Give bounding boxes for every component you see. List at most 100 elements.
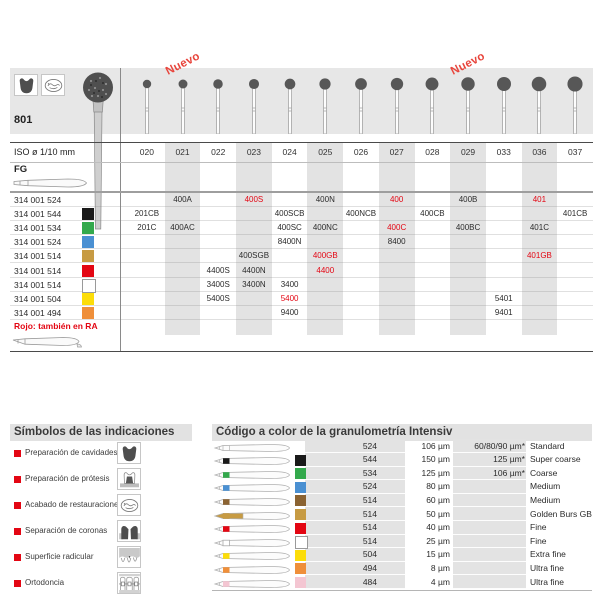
product-number-cell: 401CB bbox=[562, 209, 588, 219]
granulometry-bur-illustration bbox=[213, 563, 297, 575]
table-bottom-line bbox=[10, 351, 593, 352]
product-number-cell: 5401 bbox=[494, 293, 513, 303]
bur-illustration-021 bbox=[173, 72, 193, 135]
granulometry-row: 504 15 µm Extra fine bbox=[212, 548, 592, 562]
bur-illustration-036 bbox=[529, 72, 549, 135]
grit-code: 514 bbox=[362, 508, 377, 519]
grit-extra-size: 106 µm* bbox=[493, 467, 525, 478]
grit-code: 514 bbox=[362, 494, 377, 505]
grit-size: 40 µm bbox=[426, 522, 450, 533]
size-col-026: 026 bbox=[353, 147, 369, 157]
product-number-cell: 400SC bbox=[277, 223, 302, 233]
grit-color-square-yellow bbox=[295, 549, 306, 561]
size-col-037: 037 bbox=[568, 147, 583, 157]
product-number-cell: 400NCB bbox=[345, 209, 377, 219]
product-row: 314 001 514 4400S 4400N 4400 bbox=[10, 264, 593, 278]
prosthesis-prep-icon bbox=[117, 468, 141, 490]
bur-illustration-025 bbox=[315, 72, 335, 135]
grit-code: 524 bbox=[362, 481, 377, 492]
product-row: 314 001 514 3400S 3400N 3400 bbox=[10, 278, 593, 293]
size-col-020: 020 bbox=[139, 147, 154, 157]
restoration-finishing-icon bbox=[117, 494, 141, 516]
product-number-cell: 8400 bbox=[387, 237, 406, 247]
grit-name: Standard bbox=[530, 440, 565, 451]
grit-color-square-green bbox=[82, 222, 94, 235]
bur-illustration-020 bbox=[137, 72, 157, 135]
size-col-028: 028 bbox=[425, 147, 440, 157]
bur-illustration-022 bbox=[208, 72, 228, 135]
grit-code: 504 bbox=[362, 549, 377, 560]
grit-name: Coarse bbox=[530, 467, 558, 478]
product-row: 314 001 534 201C 400AC 400SC 400NC 400C 400BC 4… bbox=[10, 221, 593, 236]
bur-illustration-023 bbox=[244, 72, 264, 135]
rows-top-line bbox=[10, 191, 593, 193]
product-number-cell: 8400N bbox=[277, 237, 302, 247]
grit-size: 25 µm bbox=[426, 535, 450, 546]
symbol-label: Ortodoncia bbox=[25, 578, 65, 587]
product-number-cell: 3400N bbox=[242, 279, 266, 289]
symbol-item: Superficie radicular bbox=[0, 546, 200, 572]
product-number-cell: 400SGB bbox=[238, 251, 270, 261]
grit-code: 534 bbox=[362, 467, 377, 478]
product-number-cell: 4400S bbox=[206, 265, 230, 275]
grit-code: 524 bbox=[362, 440, 377, 451]
product-row: 314 001 504 5400S 5400 5401 bbox=[10, 292, 593, 306]
symbol-item: Preparación de prótesis bbox=[0, 468, 200, 494]
grit-size: 60 µm bbox=[426, 494, 450, 505]
product-number-cell: 9400 bbox=[280, 307, 299, 317]
symbols-list: Preparación de cavidades Preparación de p… bbox=[0, 442, 210, 600]
bur-illustration-033 bbox=[494, 72, 514, 135]
bur-illustration-028 bbox=[422, 72, 442, 135]
product-code: 314 001 494 bbox=[14, 307, 62, 318]
granulometry-bur-illustration bbox=[213, 536, 297, 548]
size-col-036: 036 bbox=[532, 147, 547, 157]
granulometry-extra-band bbox=[453, 439, 526, 589]
grit-size: 106 µm bbox=[421, 440, 450, 451]
grit-name: Golden Burs GB bbox=[530, 508, 592, 519]
symbol-bullet bbox=[14, 450, 21, 457]
grit-name: Ultra fine bbox=[530, 576, 565, 587]
size-col-021: 021 bbox=[175, 147, 190, 157]
grit-code: 544 bbox=[362, 454, 377, 465]
product-number-cell: 4400N bbox=[242, 265, 266, 275]
grit-size: 8 µm bbox=[430, 562, 450, 573]
symbol-item: Preparación de cavidades bbox=[0, 442, 200, 468]
symbol-bullet bbox=[14, 502, 21, 509]
product-code: 314 001 534 bbox=[14, 223, 62, 234]
grit-color-square-blue bbox=[82, 236, 94, 249]
granulometry-row: 514 60 µm Medium bbox=[212, 494, 592, 508]
fg-bur-illustration bbox=[12, 175, 92, 196]
grit-size: 150 µm bbox=[421, 454, 450, 465]
size-col-029: 029 bbox=[460, 147, 476, 157]
granulometry-code-band bbox=[305, 439, 405, 589]
grit-size: 50 µm bbox=[426, 508, 450, 519]
product-number-cell: 401 bbox=[532, 195, 547, 204]
product-number-cell: 400 bbox=[389, 195, 404, 204]
series-number: 801 bbox=[14, 114, 33, 126]
granulometry-row: 514 25 µm Fine bbox=[212, 535, 592, 550]
restoration-finishing-icon bbox=[41, 74, 65, 96]
granulometry-bur-illustration bbox=[213, 509, 297, 521]
bur-illustration-029 bbox=[458, 72, 478, 135]
bur-illustration-027 bbox=[387, 72, 407, 135]
product-number-cell: 400GB bbox=[312, 251, 338, 261]
grit-color-square-orange bbox=[82, 306, 94, 319]
product-number-cell: 400BC bbox=[455, 223, 481, 233]
symbol-item: Separación de coronas bbox=[0, 520, 200, 546]
symbol-bullet bbox=[14, 476, 21, 483]
product-code: 314 001 504 bbox=[14, 293, 62, 304]
column-shade-036 bbox=[521, 143, 558, 335]
grit-size: 80 µm bbox=[426, 481, 450, 492]
featured-bur-illustration bbox=[79, 69, 121, 237]
grit-extra-size: 125 µm* bbox=[493, 454, 525, 465]
symbol-item: Ortodoncia bbox=[0, 572, 200, 598]
product-number-cell: 201C bbox=[137, 223, 157, 233]
grit-color-square-white bbox=[295, 536, 308, 550]
product-code: 314 001 514 bbox=[14, 251, 62, 262]
grit-color-square-black bbox=[82, 208, 94, 221]
product-row: 314 001 544 201CB 400SCB 400NCB 400CB 401CB bbox=[10, 207, 593, 222]
grit-size: 4 µm bbox=[430, 576, 450, 587]
symbols-section-title: Símbolos de las indicaciones bbox=[10, 424, 192, 441]
